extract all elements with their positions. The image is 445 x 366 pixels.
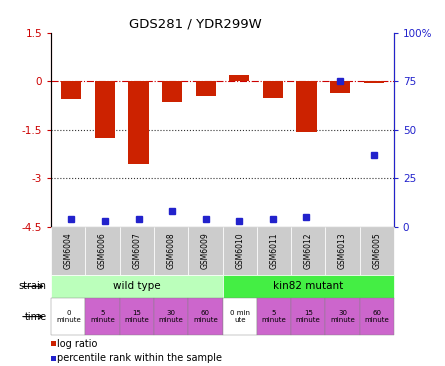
Text: time: time <box>24 311 47 322</box>
Text: percentile rank within the sample: percentile rank within the sample <box>57 353 222 363</box>
Text: wild type: wild type <box>113 281 161 291</box>
Text: GSM6008: GSM6008 <box>166 232 176 269</box>
Text: 0 min
ute: 0 min ute <box>230 310 250 323</box>
Text: GSM6007: GSM6007 <box>132 232 142 269</box>
Bar <box>61 81 81 99</box>
Text: GSM6010: GSM6010 <box>235 232 244 269</box>
Text: log ratio: log ratio <box>57 339 97 349</box>
Text: 0
minute: 0 minute <box>56 310 81 323</box>
Text: 15
minute: 15 minute <box>296 310 320 323</box>
Text: GSM6013: GSM6013 <box>338 232 347 269</box>
Text: GSM6011: GSM6011 <box>269 232 279 269</box>
Text: GSM6009: GSM6009 <box>201 232 210 269</box>
Bar <box>296 81 316 131</box>
Text: 5
minute: 5 minute <box>262 310 286 323</box>
Text: GSM6006: GSM6006 <box>98 232 107 269</box>
Text: GSM6012: GSM6012 <box>303 232 313 269</box>
Bar <box>95 81 115 138</box>
Text: 60
minute: 60 minute <box>364 310 389 323</box>
Bar <box>330 81 350 93</box>
Title: GDS281 / YDR299W: GDS281 / YDR299W <box>129 17 262 30</box>
Bar <box>364 81 384 83</box>
Text: 5
minute: 5 minute <box>90 310 115 323</box>
Text: 30
minute: 30 minute <box>330 310 355 323</box>
Bar <box>196 81 216 96</box>
Text: kin82 mutant: kin82 mutant <box>273 281 343 291</box>
Text: 15
minute: 15 minute <box>125 310 149 323</box>
Bar <box>129 81 149 164</box>
Text: strain: strain <box>19 281 47 291</box>
Text: 60
minute: 60 minute <box>193 310 218 323</box>
Text: GSM6004: GSM6004 <box>64 232 73 269</box>
Text: GSM6005: GSM6005 <box>372 232 381 269</box>
Bar <box>162 81 182 102</box>
Bar <box>263 81 283 98</box>
Text: 30
minute: 30 minute <box>159 310 183 323</box>
Bar <box>229 75 249 81</box>
